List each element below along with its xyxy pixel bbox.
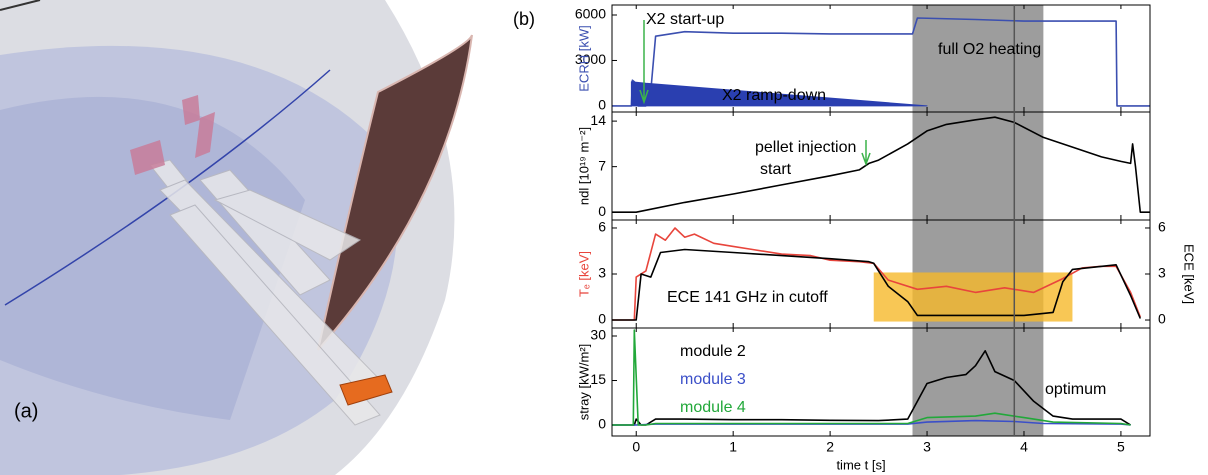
mirror [317, 34, 473, 351]
plot-frame [611, 327, 1151, 437]
y-tick-label: 3000 [575, 51, 606, 67]
annotation: X2 start-up [646, 11, 724, 28]
x-tick-label: 4 [1020, 439, 1028, 455]
annotation: ECE 141 GHz in cutoff [667, 289, 828, 306]
y2-tick-label: 3 [1158, 265, 1166, 281]
line [612, 116, 1150, 213]
annotation: pellet injection [755, 139, 856, 156]
line [612, 227, 1142, 321]
y-tick-label: 7 [598, 157, 606, 173]
y-axis-label: ECRH [kW] [576, 25, 591, 91]
y2-tick-label: 0 [1158, 311, 1166, 327]
edge-line [0, 0, 41, 11]
y-tick-label: 6000 [575, 6, 606, 22]
legend-label: module 4 [680, 399, 746, 416]
y-axis-label: stray [kW/m²] [576, 344, 591, 421]
y-tick-label: 6 [598, 219, 606, 235]
tile [182, 95, 200, 125]
rendering: (a) [0, 0, 473, 475]
x-tick-label: 2 [826, 439, 834, 455]
launcher [339, 374, 393, 406]
x-tick-label: 0 [632, 439, 640, 455]
y-axis-label: Tₑ [keV] [576, 251, 591, 297]
x-tick-label: 5 [1117, 439, 1125, 455]
plot-frame [611, 111, 1151, 221]
y-tick-label: 0 [598, 203, 606, 219]
x-tick-label: 3 [923, 439, 931, 455]
y-tick-label: 15 [590, 371, 606, 387]
area [630, 81, 928, 107]
x-axis-label: time t [s] [836, 457, 885, 472]
x-tick-label: 1 [729, 439, 737, 455]
arrow [639, 20, 649, 105]
annotation: full O2 heating [938, 41, 1041, 58]
y-tick-label: 3 [598, 265, 606, 281]
annotation: optimum [1045, 381, 1106, 398]
panel-label: (a) [14, 400, 38, 422]
legend-label: module 2 [680, 343, 746, 360]
y-axis-label: ndl [10¹⁹ m⁻²] [576, 127, 591, 205]
tile [130, 140, 165, 175]
arrow [861, 140, 871, 167]
line [612, 248, 1142, 321]
y2-tick-label: 6 [1158, 219, 1166, 235]
annotation: X2 ramp-down [722, 87, 826, 104]
y-tick-label: 30 [590, 327, 606, 343]
annotations: X2 start-up full O2 heating X2 ramp-down… [639, 11, 1106, 398]
tile [195, 112, 215, 158]
y-tick-label: 14 [590, 112, 606, 128]
line [612, 329, 1131, 426]
y-tick-label: 0 [598, 311, 606, 327]
panel-label: (b) [513, 9, 535, 29]
y-tick-label: 0 [598, 416, 606, 432]
annotation: start [760, 161, 792, 178]
y2-axis-label: ECE [keV] [1182, 244, 1197, 304]
legend-label: module 3 [680, 371, 746, 388]
y-tick-label: 0 [598, 97, 606, 113]
